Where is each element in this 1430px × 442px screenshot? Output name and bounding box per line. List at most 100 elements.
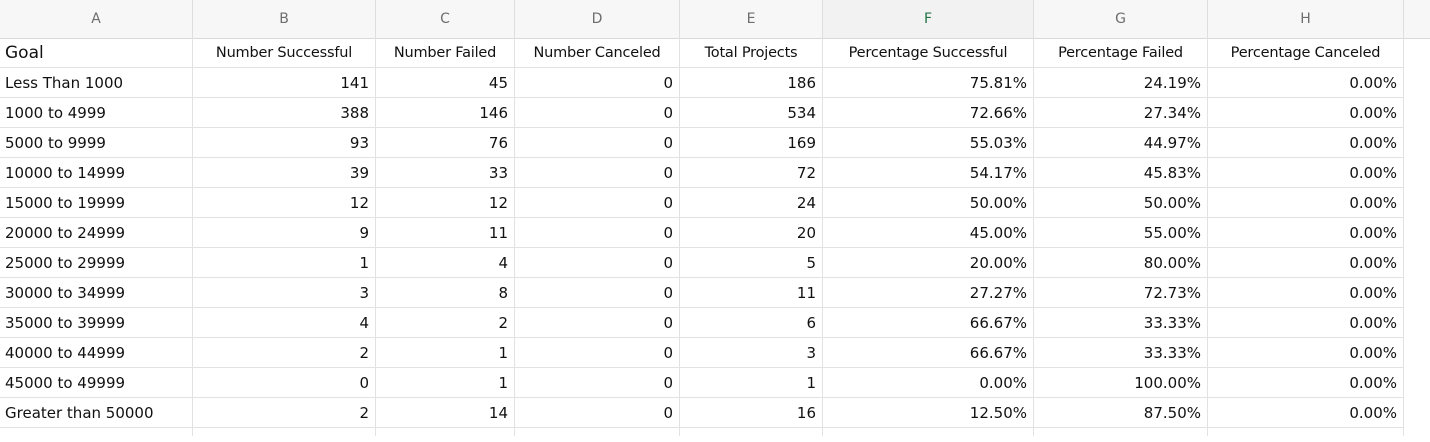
- goal-cell[interactable]: 35000 to 39999: [0, 308, 193, 338]
- value-cell[interactable]: 24: [680, 188, 823, 218]
- header-cell[interactable]: Number Successful: [193, 38, 376, 68]
- value-cell[interactable]: 141: [193, 68, 376, 98]
- value-cell[interactable]: 0.00%: [1208, 188, 1404, 218]
- value-cell[interactable]: 2: [193, 338, 376, 368]
- value-cell[interactable]: 534: [680, 98, 823, 128]
- empty-cell[interactable]: [1034, 428, 1208, 436]
- header-cell[interactable]: Number Failed: [376, 38, 515, 68]
- value-cell[interactable]: 0.00%: [1208, 248, 1404, 278]
- value-cell[interactable]: 9: [193, 218, 376, 248]
- value-cell[interactable]: 76: [376, 128, 515, 158]
- value-cell[interactable]: 24.19%: [1034, 68, 1208, 98]
- goal-cell[interactable]: 10000 to 14999: [0, 158, 193, 188]
- header-cell[interactable]: Total Projects: [680, 38, 823, 68]
- value-cell[interactable]: 66.67%: [823, 338, 1034, 368]
- value-cell[interactable]: 0: [515, 128, 680, 158]
- value-cell[interactable]: 0: [515, 158, 680, 188]
- column-header-d[interactable]: D: [515, 0, 680, 38]
- value-cell[interactable]: 33: [376, 158, 515, 188]
- value-cell[interactable]: 72.66%: [823, 98, 1034, 128]
- empty-cell[interactable]: [0, 428, 193, 436]
- goal-cell[interactable]: 1000 to 4999: [0, 98, 193, 128]
- value-cell[interactable]: 72: [680, 158, 823, 188]
- value-cell[interactable]: 50.00%: [823, 188, 1034, 218]
- header-cell[interactable]: Number Canceled: [515, 38, 680, 68]
- value-cell[interactable]: 100.00%: [1034, 368, 1208, 398]
- goal-cell[interactable]: 25000 to 29999: [0, 248, 193, 278]
- goal-cell[interactable]: 45000 to 49999: [0, 368, 193, 398]
- value-cell[interactable]: 2: [376, 308, 515, 338]
- value-cell[interactable]: 3: [193, 278, 376, 308]
- value-cell[interactable]: 4: [193, 308, 376, 338]
- column-header-a[interactable]: A: [0, 0, 193, 38]
- value-cell[interactable]: 55.00%: [1034, 218, 1208, 248]
- value-cell[interactable]: 27.34%: [1034, 98, 1208, 128]
- goal-cell[interactable]: 30000 to 34999: [0, 278, 193, 308]
- value-cell[interactable]: 0.00%: [1208, 368, 1404, 398]
- value-cell[interactable]: 39: [193, 158, 376, 188]
- value-cell[interactable]: 0: [515, 218, 680, 248]
- goal-cell[interactable]: Less Than 1000: [0, 68, 193, 98]
- empty-cell[interactable]: [376, 428, 515, 436]
- value-cell[interactable]: 0: [515, 398, 680, 428]
- goal-cell[interactable]: 5000 to 9999: [0, 128, 193, 158]
- column-header-f[interactable]: F: [823, 0, 1034, 38]
- value-cell[interactable]: 1: [680, 368, 823, 398]
- value-cell[interactable]: 55.03%: [823, 128, 1034, 158]
- value-cell[interactable]: 1: [193, 248, 376, 278]
- value-cell[interactable]: 5: [680, 248, 823, 278]
- value-cell[interactable]: 6: [680, 308, 823, 338]
- value-cell[interactable]: 75.81%: [823, 68, 1034, 98]
- value-cell[interactable]: 50.00%: [1034, 188, 1208, 218]
- value-cell[interactable]: 45.00%: [823, 218, 1034, 248]
- value-cell[interactable]: 0: [515, 368, 680, 398]
- goal-cell[interactable]: 20000 to 24999: [0, 218, 193, 248]
- column-header-h[interactable]: H: [1208, 0, 1404, 38]
- header-cell[interactable]: Percentage Failed: [1034, 38, 1208, 68]
- value-cell[interactable]: 0.00%: [1208, 278, 1404, 308]
- value-cell[interactable]: 0: [193, 368, 376, 398]
- empty-cell[interactable]: [515, 428, 680, 436]
- value-cell[interactable]: 11: [376, 218, 515, 248]
- value-cell[interactable]: 20.00%: [823, 248, 1034, 278]
- value-cell[interactable]: 44.97%: [1034, 128, 1208, 158]
- value-cell[interactable]: 93: [193, 128, 376, 158]
- value-cell[interactable]: 0.00%: [1208, 218, 1404, 248]
- value-cell[interactable]: 0: [515, 248, 680, 278]
- value-cell[interactable]: 87.50%: [1034, 398, 1208, 428]
- value-cell[interactable]: 2: [193, 398, 376, 428]
- value-cell[interactable]: 0: [515, 338, 680, 368]
- value-cell[interactable]: 11: [680, 278, 823, 308]
- value-cell[interactable]: 0: [515, 188, 680, 218]
- empty-cell[interactable]: [680, 428, 823, 436]
- value-cell[interactable]: 80.00%: [1034, 248, 1208, 278]
- value-cell[interactable]: 4: [376, 248, 515, 278]
- header-cell[interactable]: Percentage Successful: [823, 38, 1034, 68]
- empty-cell[interactable]: [193, 428, 376, 436]
- header-cell-goal[interactable]: Goal: [0, 38, 193, 68]
- value-cell[interactable]: 0.00%: [1208, 128, 1404, 158]
- header-cell[interactable]: Percentage Canceled: [1208, 38, 1404, 68]
- value-cell[interactable]: 0.00%: [1208, 398, 1404, 428]
- value-cell[interactable]: 66.67%: [823, 308, 1034, 338]
- goal-cell[interactable]: 15000 to 19999: [0, 188, 193, 218]
- value-cell[interactable]: 33.33%: [1034, 308, 1208, 338]
- value-cell[interactable]: 169: [680, 128, 823, 158]
- value-cell[interactable]: 146: [376, 98, 515, 128]
- value-cell[interactable]: 12: [376, 188, 515, 218]
- value-cell[interactable]: 3: [680, 338, 823, 368]
- value-cell[interactable]: 388: [193, 98, 376, 128]
- value-cell[interactable]: 0: [515, 278, 680, 308]
- value-cell[interactable]: 1: [376, 338, 515, 368]
- value-cell[interactable]: 0: [515, 68, 680, 98]
- value-cell[interactable]: 0: [515, 98, 680, 128]
- value-cell[interactable]: 45: [376, 68, 515, 98]
- value-cell[interactable]: 186: [680, 68, 823, 98]
- value-cell[interactable]: 12.50%: [823, 398, 1034, 428]
- value-cell[interactable]: 0.00%: [1208, 68, 1404, 98]
- value-cell[interactable]: 8: [376, 278, 515, 308]
- value-cell[interactable]: 0.00%: [1208, 308, 1404, 338]
- value-cell[interactable]: 0.00%: [1208, 158, 1404, 188]
- goal-cell[interactable]: Greater than 50000: [0, 398, 193, 428]
- empty-cell[interactable]: [1208, 428, 1404, 436]
